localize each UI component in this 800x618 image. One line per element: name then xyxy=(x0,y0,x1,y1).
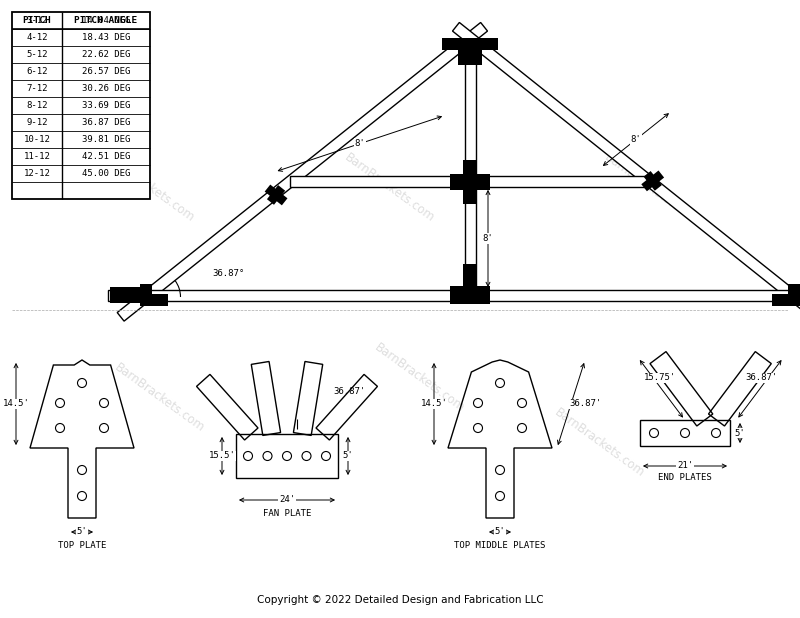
Text: BarnBrackets.com: BarnBrackets.com xyxy=(342,151,438,225)
Text: 15.5': 15.5' xyxy=(209,452,235,460)
Text: 14.5': 14.5' xyxy=(2,399,30,408)
Text: 22.62 DEG: 22.62 DEG xyxy=(82,50,130,59)
Text: 45.00 DEG: 45.00 DEG xyxy=(82,169,130,178)
Bar xyxy=(236,434,338,478)
Text: 24': 24' xyxy=(279,496,295,504)
Polygon shape xyxy=(290,176,470,187)
Polygon shape xyxy=(470,38,498,65)
Bar xyxy=(450,174,490,190)
Text: 36.87 DEG: 36.87 DEG xyxy=(82,118,130,127)
Text: 10-12: 10-12 xyxy=(23,135,50,144)
Bar xyxy=(463,190,477,204)
Bar xyxy=(462,38,478,60)
Polygon shape xyxy=(772,284,800,306)
Text: BarnBrackets.com: BarnBrackets.com xyxy=(373,341,467,415)
Polygon shape xyxy=(465,43,475,289)
Text: 5': 5' xyxy=(342,452,354,460)
Text: Copyright © 2022 Detailed Design and Fabrication LLC: Copyright © 2022 Detailed Design and Fab… xyxy=(257,595,543,605)
Bar xyxy=(794,287,800,303)
Text: 30.26 DEG: 30.26 DEG xyxy=(82,84,130,93)
Text: 42.51 DEG: 42.51 DEG xyxy=(82,152,130,161)
Bar xyxy=(463,160,477,174)
Text: 21': 21' xyxy=(677,462,693,470)
Text: 36.87': 36.87' xyxy=(333,387,365,397)
Text: 12-12: 12-12 xyxy=(23,169,50,178)
Text: 8-12: 8-12 xyxy=(26,101,48,110)
Polygon shape xyxy=(642,171,664,191)
Bar xyxy=(110,287,146,303)
Text: FAN PLATE: FAN PLATE xyxy=(263,509,311,519)
Text: PITCH: PITCH xyxy=(22,16,51,25)
Text: 3-12: 3-12 xyxy=(26,16,48,25)
Polygon shape xyxy=(643,171,662,191)
Text: TOP PLATE: TOP PLATE xyxy=(58,541,106,551)
Bar xyxy=(12,12,150,199)
Polygon shape xyxy=(453,22,800,321)
Text: 4-12: 4-12 xyxy=(26,33,48,42)
Polygon shape xyxy=(442,38,470,65)
Text: 39.81 DEG: 39.81 DEG xyxy=(82,135,130,144)
Text: 5': 5' xyxy=(494,528,506,536)
Text: END PLATES: END PLATES xyxy=(658,473,712,483)
Text: 8': 8' xyxy=(482,234,494,243)
Text: BarnBrackets.com: BarnBrackets.com xyxy=(602,151,698,225)
Polygon shape xyxy=(118,22,487,321)
Text: 7-12: 7-12 xyxy=(26,84,48,93)
Bar xyxy=(463,264,477,286)
Polygon shape xyxy=(108,289,800,300)
Text: PITCH ANGLE: PITCH ANGLE xyxy=(74,16,138,25)
Text: 5': 5' xyxy=(77,528,87,536)
Text: 33.69 DEG: 33.69 DEG xyxy=(82,101,130,110)
Text: 9-12: 9-12 xyxy=(26,118,48,127)
Text: 26.57 DEG: 26.57 DEG xyxy=(82,67,130,76)
Text: BarnBrackets.com: BarnBrackets.com xyxy=(113,361,207,435)
Text: 5': 5' xyxy=(734,428,746,438)
Text: 15.75': 15.75' xyxy=(644,373,676,383)
Text: 14.04 DEG: 14.04 DEG xyxy=(82,16,130,25)
Text: 8': 8' xyxy=(354,139,366,148)
Text: 36.87': 36.87' xyxy=(569,399,601,408)
Text: 36.87°: 36.87° xyxy=(212,268,244,277)
Text: 6-12: 6-12 xyxy=(26,67,48,76)
Text: BarnBrackets.com: BarnBrackets.com xyxy=(102,151,198,225)
Text: TOP MIDDLE PLATES: TOP MIDDLE PLATES xyxy=(454,541,546,551)
Text: 11-12: 11-12 xyxy=(23,152,50,161)
Bar xyxy=(450,286,490,304)
Polygon shape xyxy=(470,176,650,187)
Text: 14.5': 14.5' xyxy=(421,399,447,408)
Text: 36.87': 36.87' xyxy=(746,373,778,383)
Polygon shape xyxy=(267,185,285,205)
Text: 5-12: 5-12 xyxy=(26,50,48,59)
Polygon shape xyxy=(140,284,168,306)
Text: BarnBrackets.com: BarnBrackets.com xyxy=(553,406,647,480)
Text: 8': 8' xyxy=(630,135,642,144)
Text: 18.43 DEG: 18.43 DEG xyxy=(82,33,130,42)
Polygon shape xyxy=(265,185,287,205)
Bar xyxy=(640,420,730,446)
